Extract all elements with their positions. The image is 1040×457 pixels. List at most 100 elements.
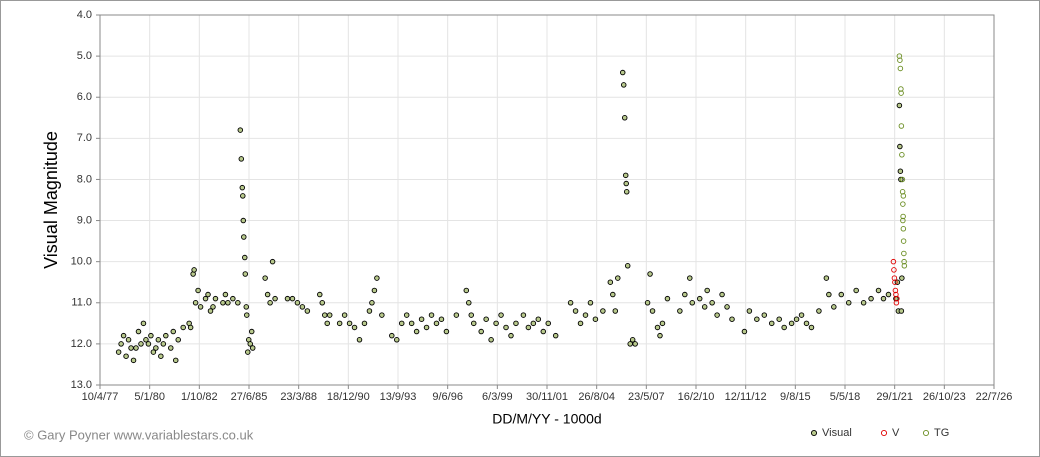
data-point <box>647 271 653 277</box>
data-point <box>155 337 162 343</box>
data-point <box>892 287 899 294</box>
data-point <box>689 300 696 306</box>
data-point <box>623 189 630 195</box>
data-point <box>443 328 450 335</box>
data-point <box>470 320 477 327</box>
plot-area <box>99 14 995 386</box>
data-point <box>582 312 589 318</box>
data-point <box>498 312 504 318</box>
data-point <box>168 345 174 351</box>
data-point <box>202 295 209 302</box>
data-point <box>831 304 837 310</box>
data-point <box>724 304 730 310</box>
data-point <box>592 316 599 322</box>
data-point <box>798 312 805 318</box>
data-point <box>125 337 132 343</box>
data-point <box>212 295 219 302</box>
data-point <box>175 337 181 343</box>
data-point <box>781 324 787 331</box>
data-point <box>180 324 186 331</box>
data-point <box>600 308 606 314</box>
data-point <box>394 337 400 343</box>
data-point <box>205 291 211 298</box>
data-point <box>289 295 296 302</box>
data-point <box>483 316 489 322</box>
data-point <box>746 308 753 314</box>
data-point <box>696 295 703 302</box>
data-point <box>267 300 273 306</box>
data-point <box>123 353 129 359</box>
y-tick-label: 10.0 <box>71 256 92 268</box>
y-tick-label: 9.0 <box>77 214 92 226</box>
data-point <box>299 304 306 310</box>
data-point <box>896 102 903 109</box>
data-point <box>894 295 900 302</box>
y-tick-label: 5.0 <box>77 50 92 62</box>
data-point <box>622 172 629 179</box>
data-point <box>657 332 663 339</box>
x-tick-label: 16/2/10 <box>678 391 715 403</box>
data-point <box>319 300 326 306</box>
data-point <box>623 180 629 187</box>
data-point <box>900 213 906 220</box>
data-point <box>244 312 250 318</box>
data-point <box>235 300 241 306</box>
data-point <box>245 349 251 355</box>
data-point <box>468 312 475 318</box>
data-point <box>403 312 410 318</box>
credit: © Gary Poyner www.variablestars.co.uk <box>24 427 254 442</box>
data-point <box>899 275 905 281</box>
data-point <box>644 300 651 306</box>
x-tick-label: 18/12/90 <box>327 391 370 403</box>
data-point <box>197 304 204 310</box>
data-point <box>242 271 249 277</box>
y-tick-label: 8.0 <box>77 173 92 185</box>
data-point <box>649 308 656 314</box>
data-point <box>540 328 547 335</box>
data-point <box>269 258 276 265</box>
data-point <box>242 254 248 261</box>
data-point <box>230 295 236 302</box>
data-point <box>545 320 551 327</box>
data-point <box>361 320 368 327</box>
data-point <box>776 316 782 322</box>
data-point <box>868 295 874 302</box>
x-tick-label: 9/6/96 <box>432 391 463 403</box>
data-point <box>192 300 199 306</box>
data-point <box>875 287 882 294</box>
data-point <box>567 300 574 306</box>
data-point <box>324 320 330 327</box>
data-point <box>262 275 268 281</box>
data-point <box>826 291 832 298</box>
x-tick-label: 29/1/21 <box>876 391 913 403</box>
data-point <box>768 320 775 327</box>
data-point <box>632 341 638 347</box>
data-point <box>220 300 226 306</box>
data-point <box>304 308 311 314</box>
data-point <box>620 82 627 88</box>
data-point <box>356 337 363 343</box>
data-point <box>838 291 845 298</box>
data-point <box>891 275 898 281</box>
data-point <box>153 345 159 351</box>
data-point <box>172 357 179 364</box>
legend-marker <box>880 429 888 437</box>
data-point <box>664 295 671 302</box>
data-point <box>508 332 514 339</box>
data-point <box>428 312 435 318</box>
data-point <box>704 287 710 294</box>
data-point <box>816 308 822 314</box>
data-point <box>659 320 666 327</box>
x-tick-label: 10/4/77 <box>82 391 119 403</box>
data-point <box>488 337 494 343</box>
x-tick-label: 23/3/88 <box>280 391 317 403</box>
data-point <box>709 300 715 306</box>
data-point <box>898 90 904 96</box>
data-point <box>453 312 460 318</box>
data-point <box>115 349 122 355</box>
data-point <box>130 357 137 364</box>
x-axis-label: DD/M/YY - 1000d <box>492 411 601 427</box>
data-point <box>513 320 519 327</box>
data-point <box>896 53 903 59</box>
data-point <box>326 312 333 318</box>
